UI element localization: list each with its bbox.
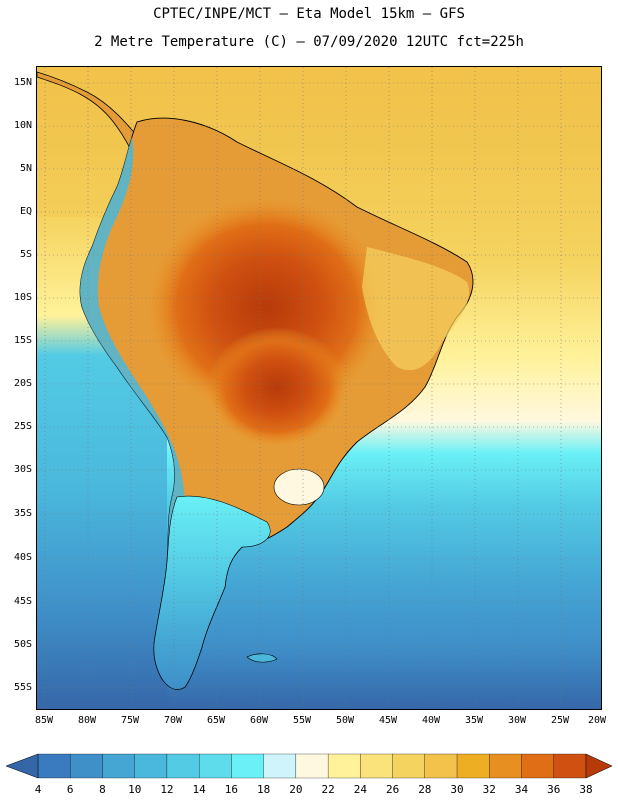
lon-label-40w: 40W	[421, 715, 441, 726]
colorbar-tick-label: 24	[353, 783, 367, 796]
colorbar-swatch	[295, 753, 329, 779]
lat-label-45s: 45S	[13, 596, 32, 607]
colorbar-swatch	[102, 753, 135, 779]
colorbar-swatch	[263, 753, 297, 779]
colorbar	[5, 753, 613, 779]
colorbar-tick-label: 30	[450, 783, 464, 796]
colorbar-tick-label: 34	[514, 783, 529, 796]
lat-label-15s: 15S	[13, 335, 32, 346]
colorbar-tick-label: 14	[192, 783, 206, 796]
colorbar-tick-label: 18	[257, 783, 271, 796]
colorbar-swatch	[37, 753, 71, 779]
colorbar-swatch	[134, 753, 168, 779]
lon-label-30w: 30W	[507, 715, 527, 726]
lon-label-70w: 70W	[163, 715, 183, 726]
colorbar-tick-label: 10	[128, 783, 142, 796]
lon-label-80w: 80W	[77, 715, 97, 726]
colorbar-tick-label: 36	[547, 783, 561, 796]
lat-label-5n: 5N	[19, 163, 32, 174]
lat-label-35s: 35S	[13, 508, 32, 519]
lon-label-60w: 60W	[249, 715, 269, 726]
lat-label-20s: 20S	[13, 378, 32, 389]
colorbar-tick-label: 28	[418, 783, 432, 796]
hot-core-chaco	[207, 327, 347, 447]
patagonia-cool-area	[153, 495, 271, 690]
colorbar-min-arrow	[5, 753, 39, 779]
colorbar-swatch	[553, 753, 587, 779]
colorbar-tick-label: 38	[579, 783, 593, 796]
lat-label-30s: 30S	[13, 464, 32, 475]
colorbar-swatch	[70, 753, 103, 779]
lat-label-15n: 15N	[13, 77, 32, 88]
colorbar-swatch	[489, 753, 522, 779]
graticule	[37, 67, 601, 709]
title-line-2: 2 Metre Temperature (C) – 07/09/2020 12U…	[94, 34, 524, 50]
colorbar-swatch	[392, 753, 425, 779]
colorbar-tick-label: 12	[160, 783, 174, 796]
title-line-1: CPTEC/INPE/MCT – Eta Model 15km – GFS	[153, 6, 465, 22]
colorbar-swatch	[424, 753, 458, 779]
colorbar-swatch	[456, 753, 490, 779]
colorbar-tick-label: 26	[385, 783, 400, 796]
temperature-map	[36, 66, 602, 710]
lon-label-45w: 45W	[378, 715, 398, 726]
lon-label-25w: 25W	[550, 715, 570, 726]
colorbar-swatch	[166, 753, 200, 779]
colorbar-tick-label: 16	[224, 783, 239, 796]
lon-label-50w: 50W	[335, 715, 355, 726]
lon-label-55w: 55W	[292, 715, 312, 726]
lat-label-50s: 50S	[13, 639, 32, 650]
lon-label-65w: 65W	[206, 715, 226, 726]
lon-label-35w: 35W	[464, 715, 484, 726]
lat-label-10n: 10N	[13, 120, 32, 131]
colorbar-swatch	[199, 753, 232, 779]
lat-label-25s: 25S	[13, 421, 32, 432]
colorbar-swatch	[231, 753, 264, 779]
falkland-islands	[246, 653, 278, 663]
colorbar-swatch	[327, 753, 361, 779]
colorbar-tick-label: 8	[99, 783, 106, 796]
lat-label-eq: EQ	[19, 206, 32, 217]
colorbar-tick-label: 6	[66, 783, 74, 796]
lon-label-20w: 20W	[587, 715, 607, 726]
lat-label-10s: 10S	[13, 292, 32, 303]
lon-label-75w: 75W	[120, 715, 140, 726]
colorbar-max-arrow	[585, 753, 613, 779]
lat-label-55s: 55S	[13, 682, 32, 693]
lat-label-40s: 40S	[13, 552, 32, 563]
uruguay-pocket	[273, 468, 325, 506]
lat-label-5s: 5S	[19, 249, 32, 260]
colorbar-swatch	[360, 753, 393, 779]
colorbar-tick-label: 32	[482, 783, 496, 796]
colorbar-swatch	[521, 753, 554, 779]
colorbar-tick-label: 22	[321, 783, 335, 796]
colorbar-tick-label: 20	[289, 783, 303, 796]
lon-label-85w: 85W	[34, 715, 54, 726]
colorbar-tick-label: 4	[34, 783, 42, 796]
